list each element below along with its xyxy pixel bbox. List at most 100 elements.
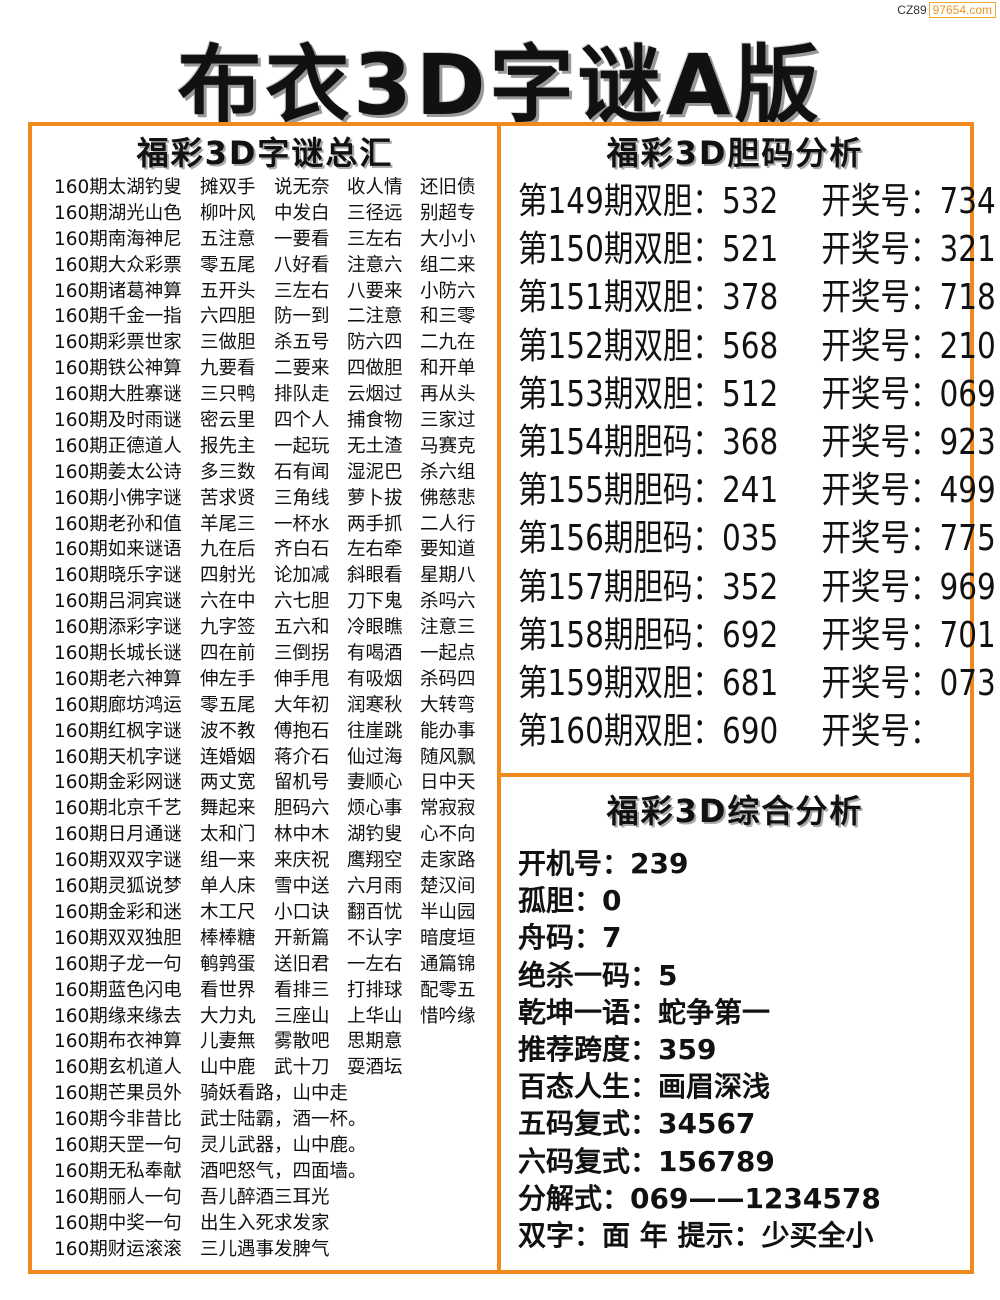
riddle-clue: 骑妖看路，山中走 (200, 1083, 349, 1105)
riddle-clue: 吾儿醉酒三耳光 (200, 1186, 330, 1208)
riddle-clue: 六七胆 (274, 591, 330, 613)
riddle-clue: 大转弯 (420, 694, 476, 716)
riddle-source: 160期添彩字谜 (54, 617, 182, 639)
riddle-clue: 杀六组 (420, 461, 476, 483)
dan-pick: 第157期胆码：352 (518, 566, 779, 608)
riddle-clue: 思期意 (347, 1031, 403, 1053)
riddle-clue: 六月雨 (347, 876, 403, 898)
riddle-row: 160期金彩和迷 木工尺 小口诀 翻百忧 半山园 (54, 900, 494, 926)
riddle-source: 160期子龙一句 (54, 953, 182, 975)
riddle-row: 160期诸葛神算 五开头 三左右 八要来 小防六 (54, 279, 494, 305)
riddle-clue: 杀码四 (420, 668, 476, 690)
riddle-clue: 注意六 (347, 254, 403, 276)
riddle-source: 160期千金一指 (54, 306, 182, 328)
riddle-clue: 三左右 (347, 228, 403, 250)
dan-row: 第151期双胆：378 开奖号：718 (518, 274, 996, 322)
summary-row: 百态人生：画眉深浅 (518, 1070, 771, 1104)
riddle-source: 160期湖光山色 (54, 202, 182, 224)
riddle-row: 160期北京千艺 舞起来 胆码六 烦心事 常寂寂 (54, 796, 494, 822)
riddle-clue: 酒吧怒气，四面墙。 (200, 1160, 367, 1182)
draw-result: 开奖号：321 (821, 229, 996, 271)
riddle-clue: 二要来 (274, 358, 330, 380)
riddle-source: 160期大胜寨谜 (54, 384, 182, 406)
riddle-source: 160期小佛字谜 (54, 487, 182, 509)
dan-pick: 第150期双胆：521 (518, 229, 779, 271)
riddle-row: 160期红枫字谜 波不教 傅抱石 往崖跳 能办事 (54, 719, 494, 745)
riddle-clue: 中发白 (274, 202, 330, 224)
riddle-clue: 武士陆霸，酒一杯。 (200, 1109, 367, 1131)
riddle-source: 160期中奖一句 (54, 1212, 182, 1234)
riddle-source: 160期铁公神算 (54, 358, 182, 380)
riddle-clue: 捕食物 (347, 410, 403, 432)
riddle-clue: 山中鹿 (200, 1057, 256, 1079)
dan-row: 第157期胆码：352 开奖号：969 (518, 564, 996, 612)
riddle-clue: 鹰翔空 (347, 850, 403, 872)
riddle-clue: 排队走 (274, 384, 330, 406)
riddle-row: 160期大胜寨谜 三只鸭 排队走 云烟过 再从头 (54, 382, 494, 408)
riddle-clue: 大小小 (420, 228, 476, 250)
riddle-clue: 六四胆 (200, 306, 256, 328)
riddle-row: 160期玄机道人 山中鹿 武十刀 耍酒坛 (54, 1055, 494, 1081)
riddle-clue: 八好看 (274, 254, 330, 276)
dan-row: 第155期胆码：241 开奖号：499 (518, 467, 996, 515)
riddle-row: 160期如来谜语 九在后 齐白石 左右牵 要知道 (54, 537, 494, 563)
riddle-clue: 左右牵 (347, 539, 403, 561)
riddle-row: 160期添彩字谜 九字签 五六和 冷眼瞧 注意三 (54, 615, 494, 641)
riddle-clue: 不认字 (347, 927, 403, 949)
riddle-clue: 配零五 (420, 979, 476, 1001)
riddle-clue: 林中木 (274, 824, 330, 846)
riddle-row: 160期千金一指 六四胆 防一到 二注意 和三零 (54, 304, 494, 330)
riddle-source: 160期晓乐字谜 (54, 565, 182, 587)
dan-list: 第149期双胆：532 开奖号：734 第150期双胆：521 开奖号：321 第151… (518, 178, 1000, 756)
riddle-source: 160期芒果员外 (54, 1083, 182, 1105)
riddle-row: 160期晓乐字谜 四射光 论加减 斜眼看 星期八 (54, 563, 494, 589)
riddle-clue: 小防六 (420, 280, 476, 302)
riddle-clue: 一起玩 (274, 435, 330, 457)
riddle-clue: 看排三 (274, 979, 330, 1001)
summary-row: 六码复式：156789 (518, 1144, 775, 1178)
riddle-row: 160期芒果员外 骑妖看路，山中走 (54, 1081, 494, 1107)
riddle-clue: 湖钓叟 (347, 824, 403, 846)
dan-pick: 第159期双胆：681 (518, 662, 779, 704)
riddle-clue: 木工尺 (200, 901, 256, 923)
riddle-clue: 有喝酒 (347, 643, 403, 665)
riddle-clue: 一起点 (420, 643, 476, 665)
riddle-clue: 四做胆 (347, 358, 403, 380)
riddle-source: 160期北京千艺 (54, 798, 182, 820)
riddle-clue: 和开单 (420, 358, 476, 380)
riddle-row: 160期老六神算 伸左手 伸手甩 有吸烟 杀码四 (54, 667, 494, 693)
riddle-source: 160期红枫字谜 (54, 720, 182, 742)
riddle-clue: 开新篇 (274, 927, 330, 949)
riddles-title: 福彩3D字谜总汇 (136, 134, 394, 172)
draw-result: 开奖号：969 (821, 566, 996, 608)
dan-row: 第154期胆码：368 开奖号：923 (518, 419, 996, 467)
riddle-clue: 齐白石 (274, 539, 330, 561)
summary-row: 开机号：239 (518, 847, 689, 880)
riddle-clue: 刀下鬼 (347, 591, 403, 613)
riddle-clue: 九字签 (200, 617, 256, 639)
riddle-clue: 鹌鹑蛋 (200, 953, 256, 975)
riddle-clue: 随风飘 (420, 746, 476, 768)
riddle-source: 160期金彩网谜 (54, 772, 182, 794)
riddle-source: 160期蓝色闪电 (54, 979, 182, 1001)
riddle-source: 160期天机字谜 (54, 746, 182, 768)
riddle-clue: 妻顺心 (347, 772, 403, 794)
riddle-source: 160期双双独胆 (54, 927, 182, 949)
riddle-clue: 润寒秋 (347, 694, 403, 716)
riddle-clue: 萝卜拔 (347, 487, 403, 509)
riddle-row: 160期南海神尼 五注意 一要看 三左右 大小小 (54, 227, 494, 253)
riddle-clue: 多三数 (200, 461, 256, 483)
draw-result: 开奖号：499 (821, 470, 996, 512)
summary-row: 孤胆：0 (518, 884, 622, 918)
riddle-row: 160期廊坊鸿运 零五尾 大年初 润寒秋 大转弯 (54, 693, 494, 719)
riddle-clue: 打排球 (347, 979, 403, 1001)
riddle-row: 160期吕洞宾谜 六在中 六七胆 刀下鬼 杀吗六 (54, 589, 494, 615)
riddle-row: 160期太湖钓叟 摊双手 说无奈 收人情 还旧债 (54, 175, 494, 201)
riddle-row: 160期及时雨谜 密云里 四个人 捕食物 三家过 (54, 408, 494, 434)
riddle-clue: 走家路 (420, 850, 476, 872)
riddle-clue: 二九在 (420, 332, 476, 354)
riddle-clue: 说无奈 (274, 177, 330, 198)
riddle-clue: 三座山 (274, 1005, 330, 1027)
riddle-clue: 五注意 (200, 228, 256, 250)
riddle-row: 160期金彩网谜 两丈宽 留机号 妻顺心 日中天 (54, 770, 494, 796)
